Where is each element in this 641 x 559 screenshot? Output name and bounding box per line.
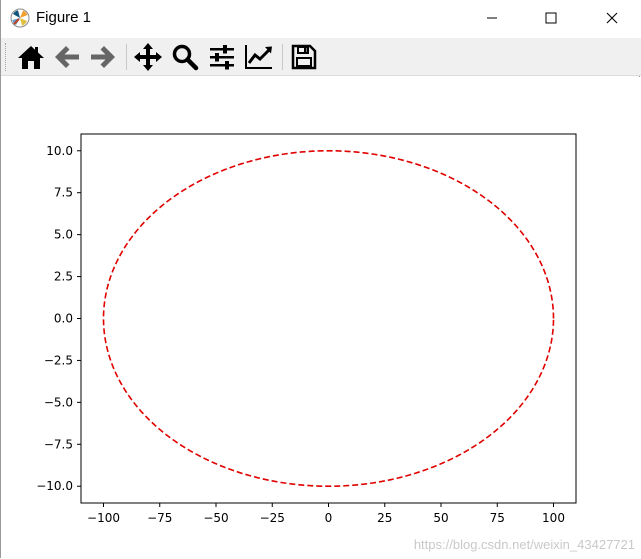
x-tick-label: 25 <box>377 511 392 525</box>
axes-frame <box>80 133 577 504</box>
x-tick-label: −25 <box>260 511 285 525</box>
minimize-button[interactable] <box>469 0 515 36</box>
sliders-icon <box>210 45 234 70</box>
ellipse-series-line <box>102 149 555 488</box>
y-tick-label: 7.5 <box>54 186 73 200</box>
minimize-icon <box>487 17 497 19</box>
toolbar-separator <box>282 44 283 70</box>
edit-axes-button[interactable] <box>243 41 275 73</box>
y-tick-label: −5.0 <box>44 395 73 409</box>
zoom-button[interactable] <box>169 41 201 73</box>
home-button[interactable] <box>15 41 47 73</box>
title-bar: Figure 1 <box>1 0 641 38</box>
y-tick-label: −7.5 <box>44 437 73 451</box>
toolbar-grip[interactable] <box>5 43 9 71</box>
move-icon <box>134 43 162 71</box>
watermark-text: https://blog.csdn.net/weixin_43427721 <box>413 537 635 552</box>
x-tick-label: −50 <box>203 511 228 525</box>
configure-subplots-button[interactable] <box>206 41 238 73</box>
y-tick-label: 5.0 <box>54 228 73 242</box>
arrow-right-icon <box>91 46 115 68</box>
magnifier-icon <box>172 44 199 71</box>
y-tick-label: 10.0 <box>46 144 73 158</box>
close-icon <box>606 12 618 24</box>
figure-canvas[interactable]: −100 −75 −50 −25 0 25 50 75 100 10.0 7.5 5.0 2.5 0.0… <box>1 77 641 558</box>
y-tick-label: −10.0 <box>36 479 73 493</box>
x-tick-label: −75 <box>147 511 172 525</box>
maximize-icon <box>545 12 557 24</box>
arrow-left-icon <box>55 46 79 68</box>
y-tick-label: −2.5 <box>44 353 73 367</box>
toolbar-separator <box>126 44 127 70</box>
x-tick-label: 75 <box>490 511 505 525</box>
line-chart-icon <box>245 45 272 69</box>
plot-svg: −100 −75 −50 −25 0 25 50 75 100 10.0 7.5 5.0 2.5 0.0… <box>36 133 577 525</box>
close-button[interactable] <box>589 0 635 36</box>
window-title: Figure 1 <box>36 9 92 26</box>
maximize-button[interactable] <box>528 0 574 36</box>
home-icon <box>18 46 44 69</box>
pan-button[interactable] <box>132 41 164 73</box>
x-tick-label: 100 <box>542 511 565 525</box>
navigation-toolbar <box>1 38 641 76</box>
x-tick-label: 50 <box>433 511 448 525</box>
y-tick-label: 2.5 <box>54 270 73 284</box>
floppy-disk-icon <box>291 44 317 70</box>
x-tick-label: 0 <box>325 511 333 525</box>
x-tick-label: −100 <box>87 511 120 525</box>
back-button[interactable] <box>51 41 83 73</box>
save-button[interactable] <box>288 41 320 73</box>
y-tick-label: 0.0 <box>54 312 73 326</box>
forward-button[interactable] <box>87 41 119 73</box>
matplotlib-logo-icon <box>10 8 30 28</box>
